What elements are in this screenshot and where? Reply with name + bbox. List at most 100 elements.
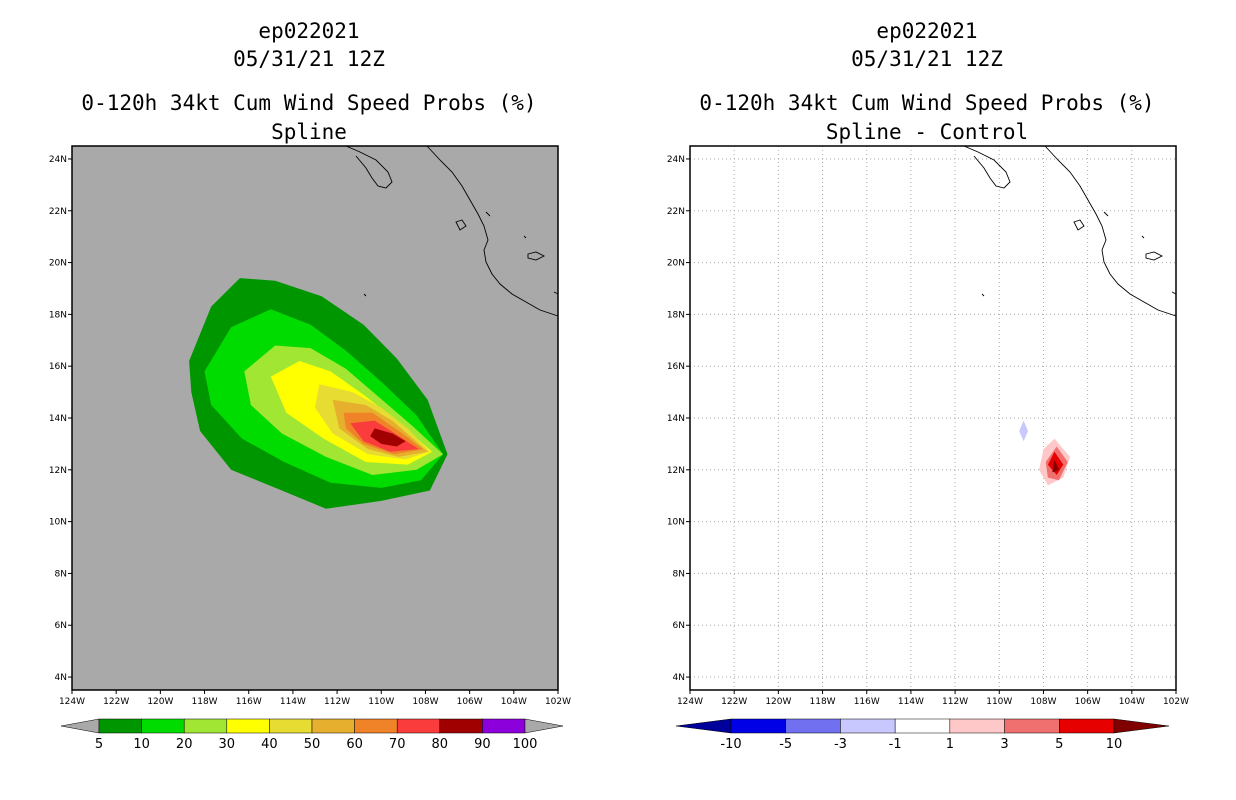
- colorbar-label: -5: [779, 737, 792, 752]
- colorbar-label: 50: [304, 737, 321, 752]
- coastline: [1145, 251, 1164, 261]
- colorbar-swatch: [1059, 718, 1115, 734]
- colorbar-swatch: [894, 718, 951, 734]
- y-tick-label: 24N: [49, 155, 67, 165]
- y-tick-label: 14N: [49, 414, 67, 424]
- y-tick-label: 20N: [49, 259, 67, 269]
- coastline: [963, 145, 1011, 189]
- colorbar-label: 80: [432, 737, 449, 752]
- x-tick-label: 114W: [898, 697, 924, 707]
- coastline: [1103, 211, 1109, 217]
- colorbar-swatch: [183, 718, 228, 734]
- contour-level-neg1: [1019, 420, 1028, 442]
- x-tick-label: 108W: [412, 697, 438, 707]
- x-tick-label: 120W: [765, 697, 791, 707]
- y-tick-label: 12N: [667, 466, 685, 476]
- coastline: [1073, 219, 1085, 231]
- y-tick-label: 4N: [673, 673, 685, 683]
- x-tick-label: 118W: [810, 697, 836, 707]
- x-tick-label: 102W: [1163, 697, 1189, 707]
- colorbar-swatch: [141, 718, 185, 734]
- x-tick-label: 102W: [545, 697, 571, 707]
- y-tick-label: 12N: [49, 466, 67, 476]
- colorbar-label: -3: [834, 737, 847, 752]
- x-tick-label: 106W: [457, 697, 483, 707]
- datetime-title: 05/31/21 12Z: [851, 47, 1003, 71]
- colorbar-swatch: [730, 718, 786, 734]
- contour-level-80: [370, 428, 406, 447]
- x-tick-label: 104W: [1119, 697, 1145, 707]
- right-chart-panel: ep022021 05/31/21 12Z 0-120h 34kt Cum Wi…: [618, 0, 1236, 800]
- colorbar-over-arrow: [524, 718, 564, 734]
- x-tick-label: 124W: [677, 697, 703, 707]
- y-tick-label: 14N: [667, 414, 685, 424]
- colorbar-label: 70: [389, 737, 406, 752]
- x-tick-label: 116W: [236, 697, 262, 707]
- coastline: [363, 293, 367, 297]
- y-tick-label: 20N: [667, 259, 685, 269]
- colorbar-label: 1: [946, 737, 954, 752]
- y-tick-label: 4N: [55, 673, 67, 683]
- coastline: [455, 219, 467, 231]
- x-tick-label: 120W: [147, 697, 173, 707]
- colorbar-swatch: [98, 718, 142, 734]
- x-tick-label: 106W: [1075, 697, 1101, 707]
- coastline: [527, 251, 546, 261]
- storm-id-title: ep022021: [258, 19, 360, 43]
- difference-chart-group: 124W 122W 120W 118W 116W 114W 112W 110W 108W 106W…: [667, 145, 1189, 752]
- colorbar-label: 90: [474, 737, 491, 752]
- colorbar-over-arrow: [1113, 718, 1170, 734]
- colorbar-label: 30: [219, 737, 236, 752]
- colorbar-swatch: [482, 718, 526, 734]
- colorbar-swatch: [354, 718, 398, 734]
- x-tick-label: 122W: [721, 697, 747, 707]
- difference-chart: 124W 122W 120W 118W 116W 114W 112W 110W 108W 106W…: [667, 145, 1189, 752]
- x-tick-label: 118W: [192, 697, 218, 707]
- x-tick-label: 116W: [854, 697, 880, 707]
- coastline: [426, 145, 559, 317]
- x-tick-label: 112W: [942, 697, 968, 707]
- y-tick-label: 16N: [667, 362, 685, 372]
- left-chart-panel: ep022021 05/31/21 12Z 0-120h 34kt Cum Wi…: [49, 19, 571, 752]
- colorbar-swatch: [396, 718, 441, 734]
- y-tick-label: 10N: [49, 518, 67, 528]
- colorbar-swatch: [785, 718, 841, 734]
- colorbar-swatch: [226, 718, 270, 734]
- x-tick-label: 108W: [1030, 697, 1056, 707]
- storm-id-title: ep022021: [876, 19, 978, 43]
- colorbar-label: -10: [720, 737, 741, 752]
- coastline: [1141, 235, 1145, 239]
- colorbar-label: 40: [261, 737, 278, 752]
- coastline: [345, 145, 393, 189]
- colorbar-swatch: [1004, 718, 1060, 734]
- y-tick-label: 8N: [673, 569, 685, 579]
- colorbar-under-arrow: [60, 718, 100, 734]
- colorbar-swatch: [269, 718, 313, 734]
- colorbar-under-arrow: [675, 718, 732, 734]
- colorbar-label: 5: [1055, 737, 1063, 752]
- y-tick-label: 24N: [667, 155, 685, 165]
- colorbar-label: 5: [95, 737, 103, 752]
- coastline: [1044, 145, 1177, 317]
- product-title: 0-120h 34kt Cum Wind Speed Probs (%): [699, 91, 1155, 115]
- y-tick-label: 8N: [55, 569, 67, 579]
- colorbar-swatch: [949, 718, 1005, 734]
- y-tick-label: 6N: [673, 621, 685, 631]
- coastline: [485, 211, 491, 217]
- y-tick-label: 10N: [667, 518, 685, 528]
- x-tick-label: 110W: [986, 697, 1012, 707]
- colorbar-label: 100: [513, 737, 538, 752]
- y-tick-label: 6N: [55, 621, 67, 631]
- colorbar-label: 10: [1106, 737, 1123, 752]
- coastline: [523, 235, 527, 239]
- y-tick-label: 18N: [49, 310, 67, 320]
- contour-level-10: [1052, 459, 1059, 473]
- colorbar-swatch: [840, 718, 896, 734]
- colorbar-swatch: [439, 718, 483, 734]
- y-tick-label: 16N: [49, 362, 67, 372]
- x-tick-label: 114W: [280, 697, 306, 707]
- colorbar-label: 60: [346, 737, 363, 752]
- product-title: 0-120h 34kt Cum Wind Speed Probs (%): [81, 91, 537, 115]
- x-tick-label: 122W: [103, 697, 129, 707]
- method-title: Spline - Control: [825, 120, 1029, 144]
